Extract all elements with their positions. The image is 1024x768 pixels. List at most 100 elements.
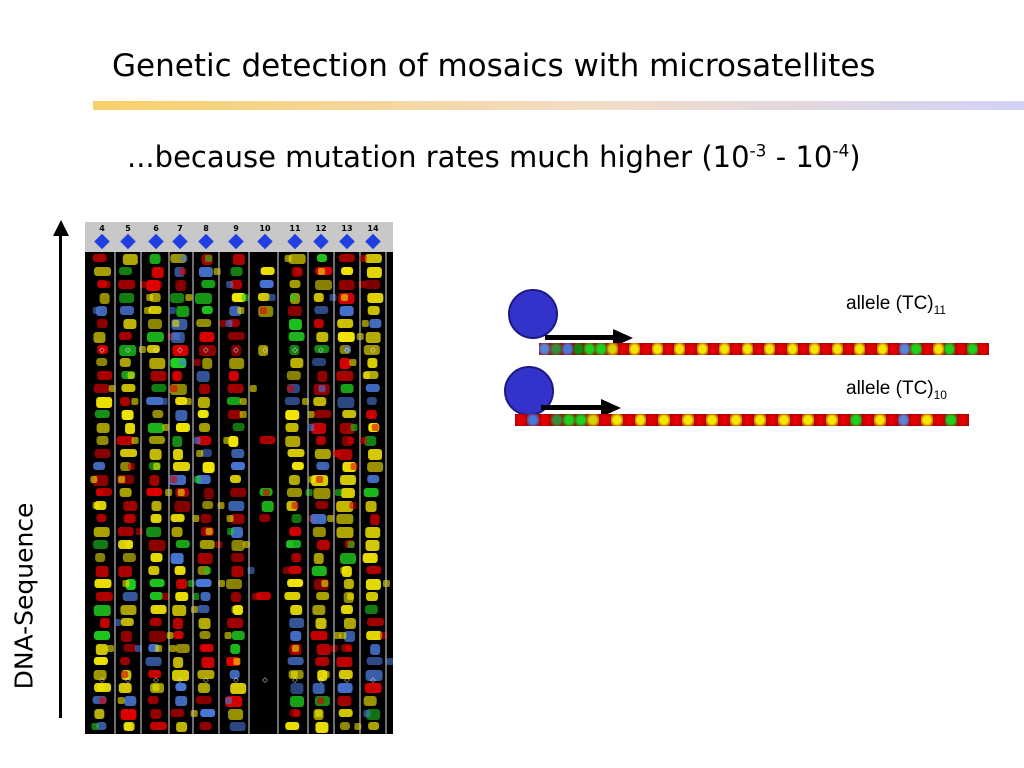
- gel-band: [285, 423, 299, 432]
- strand-base: [550, 343, 562, 355]
- gel-band: [349, 502, 357, 509]
- gel-band: [146, 345, 160, 353]
- axis-label-dna-sequence: DNA-Sequence: [9, 502, 39, 690]
- strand-base: [873, 414, 886, 426]
- gel-band: [94, 267, 112, 276]
- lane-marker-icon: [94, 233, 110, 250]
- gel-band: [291, 514, 302, 523]
- lane-marker-icon: [198, 233, 214, 250]
- gel-band: [199, 332, 215, 342]
- gel-band: [196, 319, 212, 327]
- lane-marker-icon: [120, 233, 136, 250]
- gel-band: [259, 436, 276, 444]
- gel-band: [177, 489, 185, 496]
- gel-band: [312, 358, 327, 366]
- gel-band: [359, 255, 367, 262]
- strand-base: [885, 414, 898, 426]
- gel-band: [97, 345, 109, 354]
- gel-band: [312, 605, 326, 615]
- gel-band: [175, 540, 190, 548]
- gel-band: [199, 384, 211, 394]
- gel-band: [230, 488, 247, 497]
- gel-ladder-mark: ◇: [177, 346, 183, 354]
- gel-ladder-mark: ◇: [344, 676, 350, 684]
- strand-base: [719, 343, 731, 355]
- allele-strand: [539, 343, 989, 355]
- strand-base: [515, 414, 527, 426]
- strand-base: [933, 414, 946, 426]
- gel-band: [160, 398, 168, 405]
- lane-number: 4: [99, 224, 105, 233]
- gel-band: [366, 592, 379, 601]
- gel-band: [231, 631, 245, 640]
- strand-base: [897, 414, 910, 426]
- gel-band: [227, 528, 235, 535]
- gel-band: [367, 462, 384, 472]
- title-rule: [93, 101, 1024, 110]
- strand-base: [775, 343, 787, 355]
- gel-band: [117, 527, 134, 536]
- gel-band: [318, 385, 326, 392]
- gel-band: [337, 332, 355, 342]
- gel-band: [315, 436, 326, 445]
- gel-band: [93, 605, 111, 616]
- strand-base: [606, 343, 618, 355]
- gel-band: [143, 307, 151, 314]
- gel-band: [337, 683, 353, 693]
- strand-base: [694, 414, 707, 426]
- gel-band: [122, 592, 138, 601]
- gel-band: [99, 618, 110, 628]
- gel-band: [195, 696, 212, 704]
- gel-band: [228, 501, 245, 511]
- gel-band: [196, 371, 210, 382]
- gel-band: [314, 345, 330, 353]
- gel-band: [290, 696, 305, 707]
- gel-band: [336, 527, 354, 538]
- gel-band: [337, 449, 353, 460]
- gel-band: [93, 657, 108, 665]
- gel-band: [367, 306, 380, 315]
- gel-band: [118, 683, 132, 693]
- subtitle-text-b: - 10: [766, 140, 833, 174]
- gel-band: [201, 306, 213, 314]
- gel-band: [366, 657, 383, 665]
- lane-marker-icon: [287, 233, 303, 250]
- gel-band: [114, 619, 122, 626]
- gel-band: [202, 462, 215, 473]
- gel-band: [219, 320, 227, 327]
- gel-band: [288, 566, 302, 574]
- gel-band: [343, 346, 351, 353]
- gel-band: [315, 501, 329, 509]
- gel-band: [152, 410, 164, 418]
- strand-base: [674, 343, 686, 355]
- gel-band: [202, 501, 214, 509]
- strand-base: [957, 414, 969, 426]
- strand-base: [539, 343, 551, 355]
- gel-band: [315, 657, 330, 666]
- gel-band: [340, 605, 353, 614]
- gel-band: [225, 697, 233, 704]
- strand-base: [899, 343, 911, 355]
- gel-band: [363, 710, 371, 717]
- allele-label-subscript: 11: [933, 302, 947, 317]
- gel-band: [293, 710, 301, 717]
- gel-band: [386, 658, 393, 665]
- gel-band: [192, 593, 200, 600]
- lane-number: 10: [259, 224, 271, 233]
- gel-band: [198, 267, 213, 277]
- gel-band: [316, 540, 330, 550]
- gel-band: [312, 527, 326, 537]
- gel-band: [338, 670, 353, 679]
- gel-band: [285, 410, 300, 420]
- gel-band: [315, 280, 333, 290]
- gel-band: [95, 553, 106, 562]
- strand-base: [526, 414, 539, 426]
- gel-band: [149, 722, 167, 730]
- lane-number: 6: [153, 224, 159, 233]
- gel-band: [162, 424, 170, 431]
- gel-band: [288, 319, 302, 330]
- subtitle-exponent-a: -3: [749, 141, 767, 162]
- strand-base: [766, 414, 778, 426]
- gel-band: [237, 307, 245, 314]
- gel-band: [230, 514, 245, 524]
